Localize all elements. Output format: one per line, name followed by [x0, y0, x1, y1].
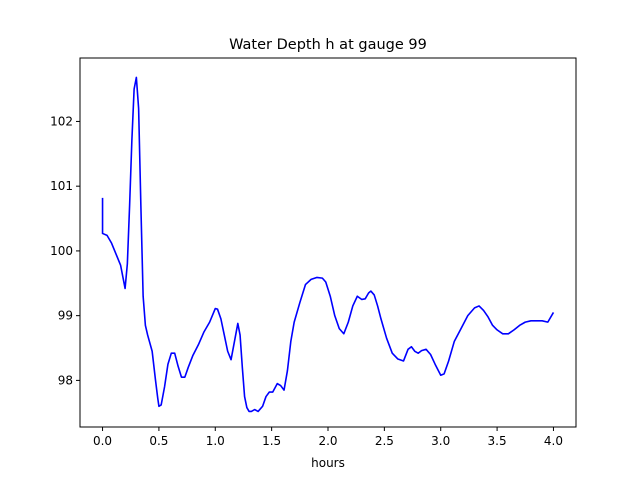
y-tick-label: 98 — [58, 373, 73, 387]
x-tick-label: 3.0 — [431, 434, 450, 448]
x-tick-label: 4.0 — [544, 434, 563, 448]
y-tick-label: 99 — [58, 309, 73, 323]
x-tick-label: 2.5 — [375, 434, 394, 448]
x-axis-label: hours — [311, 456, 345, 470]
series-line-0 — [101, 76, 555, 413]
plot-frame — [79, 57, 577, 428]
y-tick-label: 101 — [50, 179, 73, 193]
x-tick-label: 3.5 — [488, 434, 507, 448]
y-tick-label: 102 — [50, 114, 73, 128]
x-tick-label: 0.5 — [149, 434, 168, 448]
x-axis: 0.0 0.5 1.0 1.5 2.0 2.5 3.0 3.5 4.0 — [93, 427, 563, 448]
y-tick-label: 100 — [50, 244, 73, 258]
chart-title: Water Depth h at gauge 99 — [229, 37, 427, 53]
x-tick-label: 1.0 — [206, 434, 225, 448]
x-tick-label: 0.0 — [93, 434, 112, 448]
y-axis: 98 99 100 101 102 — [50, 114, 80, 387]
plot-area — [101, 76, 555, 413]
x-tick-label: 2.0 — [318, 434, 337, 448]
x-tick-label: 1.5 — [262, 434, 281, 448]
